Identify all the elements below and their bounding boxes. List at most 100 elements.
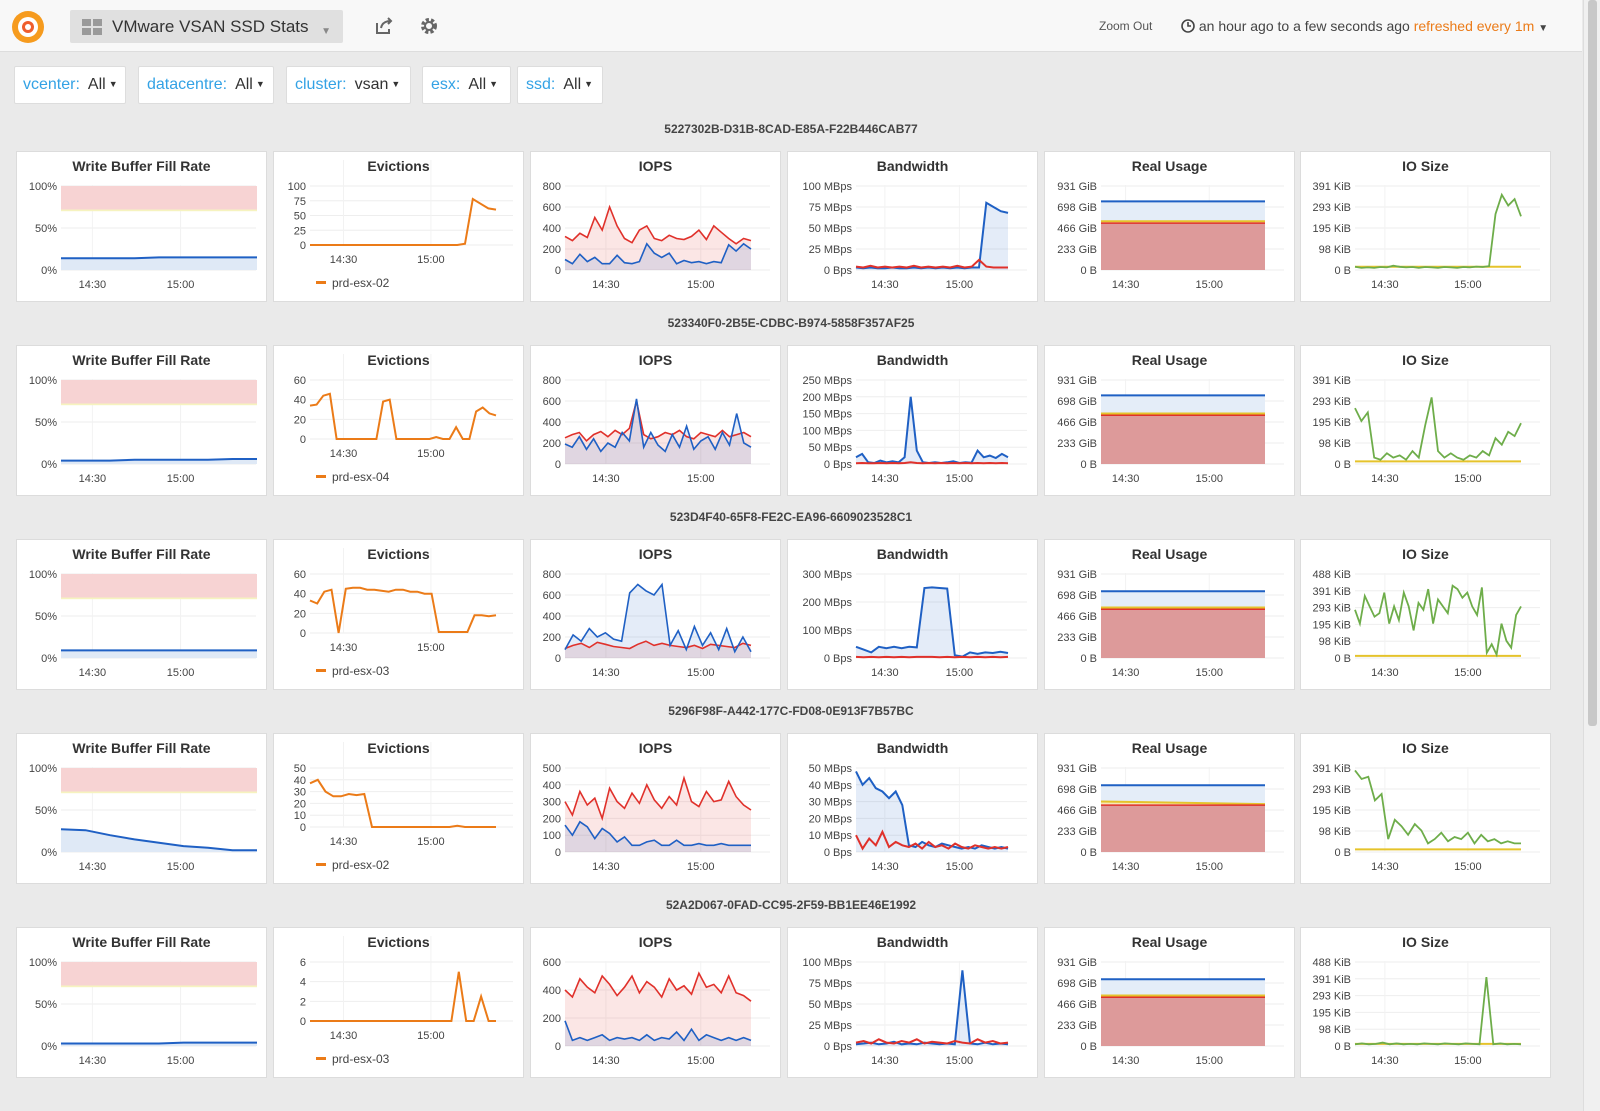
y-tick-label: 40	[294, 589, 306, 601]
y-tick-label: 600	[543, 202, 561, 214]
bandwidth-panel[interactable]: Bandwidth 50 MBps 40 MBps 30 MBps 20 MBps 10 …	[787, 733, 1038, 884]
share-icon[interactable]	[374, 15, 396, 37]
iops-panel[interactable]: IOPS 800 600 400 200 0 14:30 15:00	[530, 539, 781, 690]
y-tick-label: 250 MBps	[802, 375, 852, 387]
panel-title[interactable]: Bandwidth	[876, 352, 949, 368]
row-title[interactable]: 5296F98F-A442-177C-FD08-0E913F7B57BC	[668, 704, 914, 718]
dashboard-title-dropdown[interactable]: VMware VSAN SSD Stats ▼	[70, 10, 343, 43]
panel-title[interactable]: IO Size	[1402, 546, 1449, 562]
row-title[interactable]: 5227302B-D31B-8CAD-E85A-F22B446CAB77	[664, 122, 918, 136]
panel-title[interactable]: Evictions	[367, 546, 430, 562]
panel-title[interactable]: Write Buffer Fill Rate	[72, 934, 211, 950]
series-line-evictions	[310, 197, 497, 246]
panel-title[interactable]: IOPS	[638, 740, 673, 756]
real-usage-panel[interactable]: Real Usage 931 GiB 698 GiB 466 GiB 233 GiB 0 …	[1044, 345, 1295, 496]
panel-title[interactable]: IOPS	[638, 546, 673, 562]
variable-value: All	[468, 76, 487, 93]
iops-panel[interactable]: IOPS 800 600 400 200 0 14:30 15:00	[530, 151, 781, 302]
threshold-critical-band	[61, 380, 257, 404]
evictions-panel[interactable]: Evictions 50 40 30 20 10 0 14:30 15:00 prd-esx-02	[273, 733, 524, 884]
real-usage-panel[interactable]: Real Usage 931 GiB 698 GiB 466 GiB 233 GiB 0 …	[1044, 151, 1295, 302]
bandwidth-panel[interactable]: Bandwidth 100 MBps 75 MBps 50 MBps 25 MBps 0 …	[787, 151, 1038, 302]
x-tick-label: 14:30	[1112, 279, 1140, 291]
x-tick-label: 15:00	[1454, 667, 1482, 679]
scrollbar-thumb[interactable]	[1588, 0, 1597, 726]
x-tick-label: 14:30	[1371, 667, 1399, 679]
legend-item[interactable]: prd-esx-03	[316, 1052, 389, 1066]
panel-title[interactable]: Bandwidth	[876, 546, 949, 562]
legend-item[interactable]: prd-esx-04	[316, 470, 389, 484]
panel-title[interactable]: IO Size	[1402, 740, 1449, 756]
grafana-logo-icon[interactable]	[10, 9, 46, 45]
panel-title[interactable]: Real Usage	[1131, 546, 1208, 562]
io-size-panel[interactable]: IO Size 391 KiB 293 KiB 195 KiB 98 KiB 0 B 14:…	[1300, 733, 1551, 884]
chart-svg: 800 600 400 200 0 14:30 15:00	[543, 375, 770, 485]
panel-title[interactable]: Write Buffer Fill Rate	[72, 158, 211, 174]
real-usage-panel[interactable]: Real Usage 931 GiB 698 GiB 466 GiB 233 GiB 0 …	[1044, 539, 1295, 690]
panel-title[interactable]: Evictions	[367, 158, 430, 174]
time-picker[interactable]: an hour ago to a few seconds ago refresh…	[1181, 18, 1548, 34]
y-tick-label: 98 KiB	[1319, 438, 1351, 450]
panel-title[interactable]: Real Usage	[1131, 352, 1208, 368]
row-title[interactable]: 52A2D067-0FAD-CC95-2F59-BB1EE46E1992	[665, 898, 917, 912]
panel-title[interactable]: IO Size	[1402, 934, 1449, 950]
y-tick-label: 293 KiB	[1312, 784, 1351, 796]
panel-title[interactable]: IOPS	[638, 158, 673, 174]
panel-title[interactable]: Write Buffer Fill Rate	[72, 352, 211, 368]
write-buffer-panel[interactable]: Write Buffer Fill Rate 100% 50% 0% 14:30 15:0…	[16, 733, 267, 884]
evictions-panel[interactable]: Evictions 6 4 2 0 14:30 15:00 prd-esx-03	[273, 927, 524, 1078]
iops-panel[interactable]: IOPS 600 400 200 0 14:30 15:00	[530, 927, 781, 1078]
write-buffer-panel[interactable]: Write Buffer Fill Rate 100% 50% 0% 14:30 15:0…	[16, 539, 267, 690]
variable-datacentre[interactable]: datacentre: All ▼	[138, 66, 274, 104]
iops-panel[interactable]: IOPS 500 400 300 200 100 0 14:30 15:00	[530, 733, 781, 884]
scrollbar[interactable]	[1583, 0, 1600, 1111]
row-title[interactable]: 523340F0-2B5E-CDBC-B974-5858F357AF25	[667, 316, 915, 330]
io-size-panel[interactable]: IO Size 488 KiB 391 KiB 293 KiB 195 KiB 98 Ki…	[1300, 539, 1551, 690]
panel-title[interactable]: Write Buffer Fill Rate	[72, 740, 211, 756]
zoom-out-button[interactable]: Zoom Out	[1099, 19, 1153, 33]
panel-title[interactable]: Bandwidth	[876, 740, 949, 756]
panel-title[interactable]: Bandwidth	[876, 158, 949, 174]
panel-title[interactable]: Real Usage	[1131, 740, 1208, 756]
variable-vcenter[interactable]: vcenter: All ▼	[14, 66, 126, 104]
io-size-panel[interactable]: IO Size 391 KiB 293 KiB 195 KiB 98 KiB 0 B 14:…	[1300, 345, 1551, 496]
panel-title[interactable]: IO Size	[1402, 352, 1449, 368]
panel-title[interactable]: Evictions	[367, 352, 430, 368]
evictions-panel[interactable]: Evictions 100 75 50 25 0 14:30 15:00 prd-esx-02	[273, 151, 524, 302]
real-usage-panel[interactable]: Real Usage 931 GiB 698 GiB 466 GiB 233 GiB 0 …	[1044, 927, 1295, 1078]
legend-item[interactable]: prd-esx-02	[316, 858, 389, 872]
write-buffer-panel[interactable]: Write Buffer Fill Rate 100% 50% 0% 14:30 15:0…	[16, 927, 267, 1078]
panel-title[interactable]: Bandwidth	[876, 934, 949, 950]
io-size-panel[interactable]: IO Size 391 KiB 293 KiB 195 KiB 98 KiB 0 B 14:…	[1300, 151, 1551, 302]
panel-title[interactable]: Evictions	[367, 740, 430, 756]
evictions-panel[interactable]: Evictions 60 40 20 0 14:30 15:00 prd-esx-04	[273, 345, 524, 496]
gear-icon[interactable]	[418, 15, 440, 37]
bandwidth-panel[interactable]: Bandwidth 100 MBps 75 MBps 50 MBps 25 MBps 0 …	[787, 927, 1038, 1078]
panel-title[interactable]: IOPS	[638, 934, 673, 950]
y-tick-label: 100%	[29, 181, 57, 193]
legend-item[interactable]: prd-esx-02	[316, 276, 389, 290]
variable-cluster[interactable]: cluster: vsan ▼	[286, 66, 411, 104]
panel-title[interactable]: IO Size	[1402, 158, 1449, 174]
write-buffer-panel[interactable]: Write Buffer Fill Rate 100% 50% 0% 14:30 15:0…	[16, 345, 267, 496]
variable-esx[interactable]: esx: All ▼	[422, 66, 511, 104]
y-tick-label: 233 GiB	[1057, 632, 1097, 644]
bandwidth-panel[interactable]: Bandwidth 300 MBps 200 MBps 100 MBps 0 Bps 14…	[787, 539, 1038, 690]
chevron-down-icon: ▼	[255, 79, 265, 89]
variable-ssd[interactable]: ssd: All ▼	[517, 66, 603, 104]
panel-title[interactable]: Evictions	[367, 934, 430, 950]
iops-panel[interactable]: IOPS 800 600 400 200 0 14:30 15:00	[530, 345, 781, 496]
y-tick-label: 391 KiB	[1312, 375, 1351, 387]
evictions-panel[interactable]: Evictions 60 40 20 0 14:30 15:00 prd-esx-03	[273, 539, 524, 690]
panel-title[interactable]: Real Usage	[1131, 158, 1208, 174]
legend-item[interactable]: prd-esx-03	[316, 664, 389, 678]
row-title[interactable]: 523D4F40-65F8-FE2C-EA96-6609023528C1	[669, 510, 913, 524]
real-usage-panel[interactable]: Real Usage 931 GiB 698 GiB 466 GiB 233 GiB 0 …	[1044, 733, 1295, 884]
panel-title[interactable]: IOPS	[638, 352, 673, 368]
panel-title[interactable]: Real Usage	[1131, 934, 1208, 950]
write-buffer-panel[interactable]: Write Buffer Fill Rate 100% 50% 0% 14:30 15:0…	[16, 151, 267, 302]
bandwidth-panel[interactable]: Bandwidth 250 MBps 200 MBps 150 MBps 100 MBp…	[787, 345, 1038, 496]
y-tick-label: 50 MBps	[809, 223, 853, 235]
io-size-panel[interactable]: IO Size 488 KiB 391 KiB 293 KiB 195 KiB 98 Ki…	[1300, 927, 1551, 1078]
panel-title[interactable]: Write Buffer Fill Rate	[72, 546, 211, 562]
